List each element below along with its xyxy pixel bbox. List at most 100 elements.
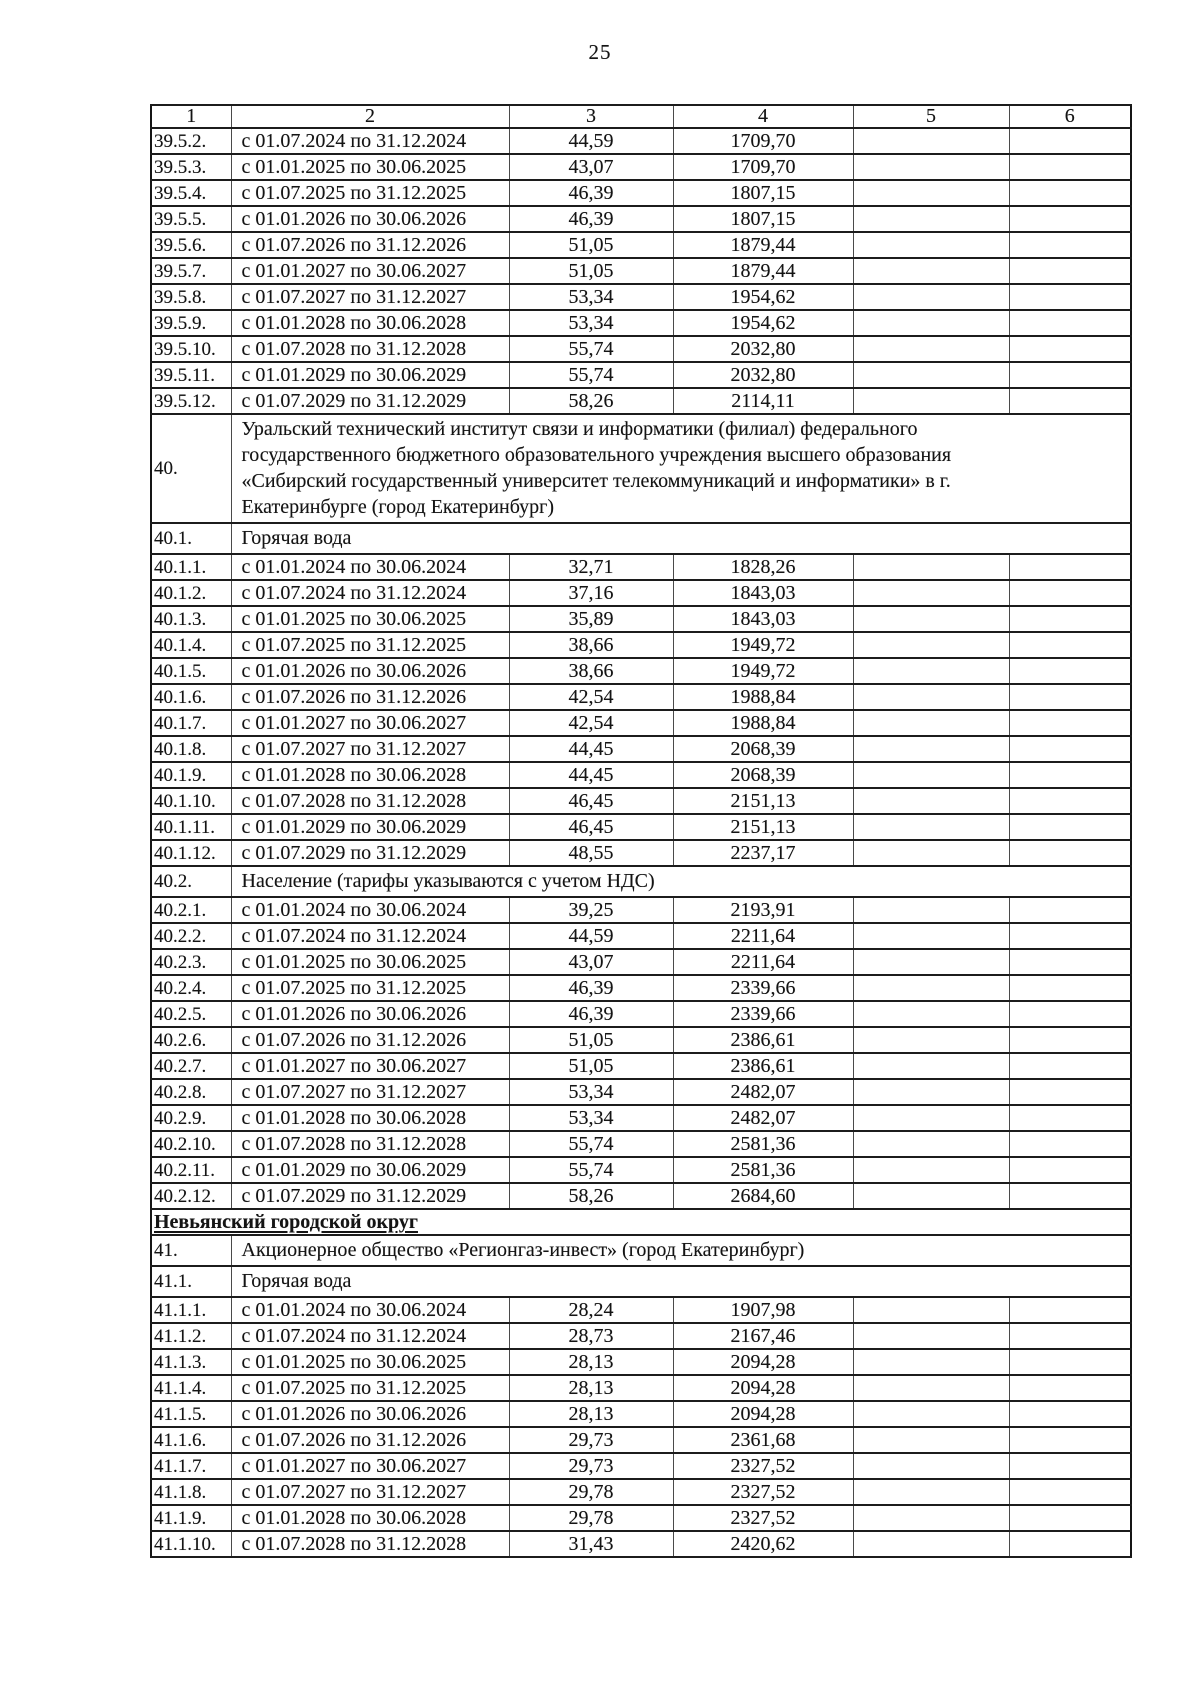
row-number: 40.1.4. xyxy=(150,631,232,659)
tariff-value-col4: 1843,03 xyxy=(672,605,854,633)
tariff-value-col4: 2386,61 xyxy=(672,1026,854,1054)
row-number: 39.5.3. xyxy=(150,153,232,181)
row-number: 39.5.11. xyxy=(150,361,232,389)
empty-cell-col5 xyxy=(852,1156,1010,1184)
empty-cell-col5 xyxy=(852,335,1010,363)
tariff-value-col3: 28,73 xyxy=(508,1322,674,1350)
tariff-row: 40.2.7. с 01.01.2027 по 30.06.2027 51,05… xyxy=(150,1052,1132,1080)
row-number: 40.2.12. xyxy=(150,1182,232,1210)
tariff-value-col3: 29,78 xyxy=(508,1504,674,1532)
tariff-value-col4: 2581,36 xyxy=(672,1130,854,1158)
empty-cell-col6 xyxy=(1008,283,1132,311)
row-number: 41.1. xyxy=(150,1265,232,1298)
org-text: Уральский технический институт связи и и… xyxy=(230,413,1132,524)
tariff-value-col3: 29,78 xyxy=(508,1478,674,1506)
row-number: 40.1.3. xyxy=(150,605,232,633)
empty-cell-col5 xyxy=(852,896,1010,924)
empty-cell-col6 xyxy=(1008,553,1132,581)
row-number: 41.1.5. xyxy=(150,1400,232,1428)
tariff-row: 41.1.9. с 01.01.2028 по 30.06.2028 29,78… xyxy=(150,1504,1132,1532)
tariff-value-col4: 2151,13 xyxy=(672,787,854,815)
tariff-value-col3: 53,34 xyxy=(508,309,674,337)
row-number: 40.1.7. xyxy=(150,709,232,737)
tariff-value-col3: 53,34 xyxy=(508,1078,674,1106)
empty-cell-col5 xyxy=(852,1000,1010,1028)
section-title: Невьянский городской округ xyxy=(150,1208,1132,1236)
tariff-value-col4: 2167,46 xyxy=(672,1322,854,1350)
row-number: 40.1.10. xyxy=(150,787,232,815)
org-row: 40.1. Горячая вода xyxy=(150,522,1132,555)
empty-cell-col6 xyxy=(1008,974,1132,1002)
row-number: 40.2.1. xyxy=(150,896,232,924)
tariff-period: с 01.07.2027 по 31.12.2027 xyxy=(230,283,510,311)
tariff-period: с 01.01.2029 по 30.06.2029 xyxy=(230,1156,510,1184)
org-row: 41. Акционерное общество «Регионгаз-инве… xyxy=(150,1234,1132,1267)
empty-cell-col5 xyxy=(852,579,1010,607)
tariff-row: 40.2.5. с 01.01.2026 по 30.06.2026 46,39… xyxy=(150,1000,1132,1028)
empty-cell-col6 xyxy=(1008,335,1132,363)
row-number: 40.1.1. xyxy=(150,553,232,581)
empty-cell-col6 xyxy=(1008,948,1132,976)
tariff-row: 40.2.11. с 01.01.2029 по 30.06.2029 55,7… xyxy=(150,1156,1132,1184)
row-number: 40.1.2. xyxy=(150,579,232,607)
tariff-value-col4: 1709,70 xyxy=(672,127,854,155)
tariff-row: 40.2.8. с 01.07.2027 по 31.12.2027 53,34… xyxy=(150,1078,1132,1106)
tariff-value-col4: 2581,36 xyxy=(672,1156,854,1184)
tariff-value-col3: 38,66 xyxy=(508,631,674,659)
tariff-row: 41.1.3. с 01.01.2025 по 30.06.2025 28,13… xyxy=(150,1348,1132,1376)
tariff-value-col4: 2032,80 xyxy=(672,335,854,363)
empty-cell-col6 xyxy=(1008,735,1132,763)
row-number: 41.1.1. xyxy=(150,1296,232,1324)
row-number: 40.2.8. xyxy=(150,1078,232,1106)
tariff-row: 40.2.2. с 01.07.2024 по 31.12.2024 44,59… xyxy=(150,922,1132,950)
tariff-period: с 01.01.2027 по 30.06.2027 xyxy=(230,1052,510,1080)
empty-cell-col6 xyxy=(1008,787,1132,815)
row-number: 40.1.5. xyxy=(150,657,232,685)
empty-cell-col5 xyxy=(852,839,1010,867)
tariff-value-col3: 42,54 xyxy=(508,709,674,737)
empty-cell-col6 xyxy=(1008,179,1132,207)
tariff-value-col4: 2094,28 xyxy=(672,1348,854,1376)
tariff-row: 41.1.8. с 01.07.2027 по 31.12.2027 29,78… xyxy=(150,1478,1132,1506)
empty-cell-col6 xyxy=(1008,257,1132,285)
empty-cell-col6 xyxy=(1008,1000,1132,1028)
tariff-period: с 01.01.2026 по 30.06.2026 xyxy=(230,1400,510,1428)
empty-cell-col5 xyxy=(852,787,1010,815)
empty-cell-col6 xyxy=(1008,361,1132,389)
tariff-period: с 01.01.2028 по 30.06.2028 xyxy=(230,761,510,789)
row-number: 40.1.8. xyxy=(150,735,232,763)
tariff-period: с 01.07.2024 по 31.12.2024 xyxy=(230,579,510,607)
row-number: 40.2.6. xyxy=(150,1026,232,1054)
row-number: 40.2.9. xyxy=(150,1104,232,1132)
tariff-row: 40.2.1. с 01.01.2024 по 30.06.2024 39,25… xyxy=(150,896,1132,924)
empty-cell-col5 xyxy=(852,205,1010,233)
tariff-value-col3: 58,26 xyxy=(508,387,674,415)
empty-cell-col6 xyxy=(1008,127,1132,155)
tariff-value-col4: 2684,60 xyxy=(672,1182,854,1210)
empty-cell-col6 xyxy=(1008,683,1132,711)
tariff-value-col3: 37,16 xyxy=(508,579,674,607)
tariff-row: 39.5.3. с 01.01.2025 по 30.06.2025 43,07… xyxy=(150,153,1132,181)
tariff-period: с 01.07.2025 по 31.12.2025 xyxy=(230,179,510,207)
tariff-period: с 01.07.2028 по 31.12.2028 xyxy=(230,1530,510,1558)
tariff-row: 39.5.6. с 01.07.2026 по 31.12.2026 51,05… xyxy=(150,231,1132,259)
empty-cell-col5 xyxy=(852,153,1010,181)
tariff-value-col3: 55,74 xyxy=(508,335,674,363)
empty-cell-col6 xyxy=(1008,896,1132,924)
row-number: 41.1.9. xyxy=(150,1504,232,1532)
tariff-value-col4: 1843,03 xyxy=(672,579,854,607)
empty-cell-col6 xyxy=(1008,1374,1132,1402)
empty-cell-col5 xyxy=(852,948,1010,976)
empty-cell-col5 xyxy=(852,657,1010,685)
empty-cell-col6 xyxy=(1008,1052,1132,1080)
tariff-period: с 01.01.2026 по 30.06.2026 xyxy=(230,657,510,685)
tariff-value-col3: 28,13 xyxy=(508,1374,674,1402)
tariff-period: с 01.01.2025 по 30.06.2025 xyxy=(230,948,510,976)
tariff-value-col3: 43,07 xyxy=(508,153,674,181)
tariff-period: с 01.01.2024 по 30.06.2024 xyxy=(230,553,510,581)
empty-cell-col6 xyxy=(1008,579,1132,607)
empty-cell-col6 xyxy=(1008,1426,1132,1454)
tariff-period: с 01.07.2024 по 31.12.2024 xyxy=(230,1322,510,1350)
tariff-period: с 01.01.2027 по 30.06.2027 xyxy=(230,257,510,285)
tariff-period: с 01.07.2024 по 31.12.2024 xyxy=(230,922,510,950)
